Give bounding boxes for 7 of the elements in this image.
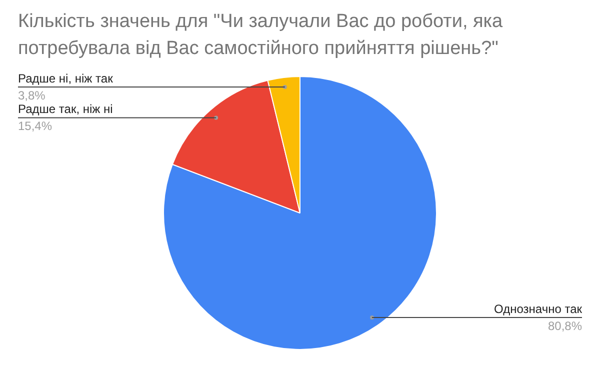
data-label: 15,4% bbox=[18, 119, 52, 134]
slice-label: Радше ні, ніж так bbox=[18, 71, 114, 86]
slice-label: Радше так, ніж ні bbox=[18, 102, 113, 116]
data-label: 3,8% bbox=[18, 88, 46, 102]
data-label: 80,8% bbox=[548, 318, 582, 333]
slice-label: Однозначно так bbox=[494, 302, 583, 316]
chart-title: Кількість значень для "Чи залучали Вас до роботи, яка потребувала від Вас самостійного прийняття рішень?" bbox=[18, 10, 504, 61]
